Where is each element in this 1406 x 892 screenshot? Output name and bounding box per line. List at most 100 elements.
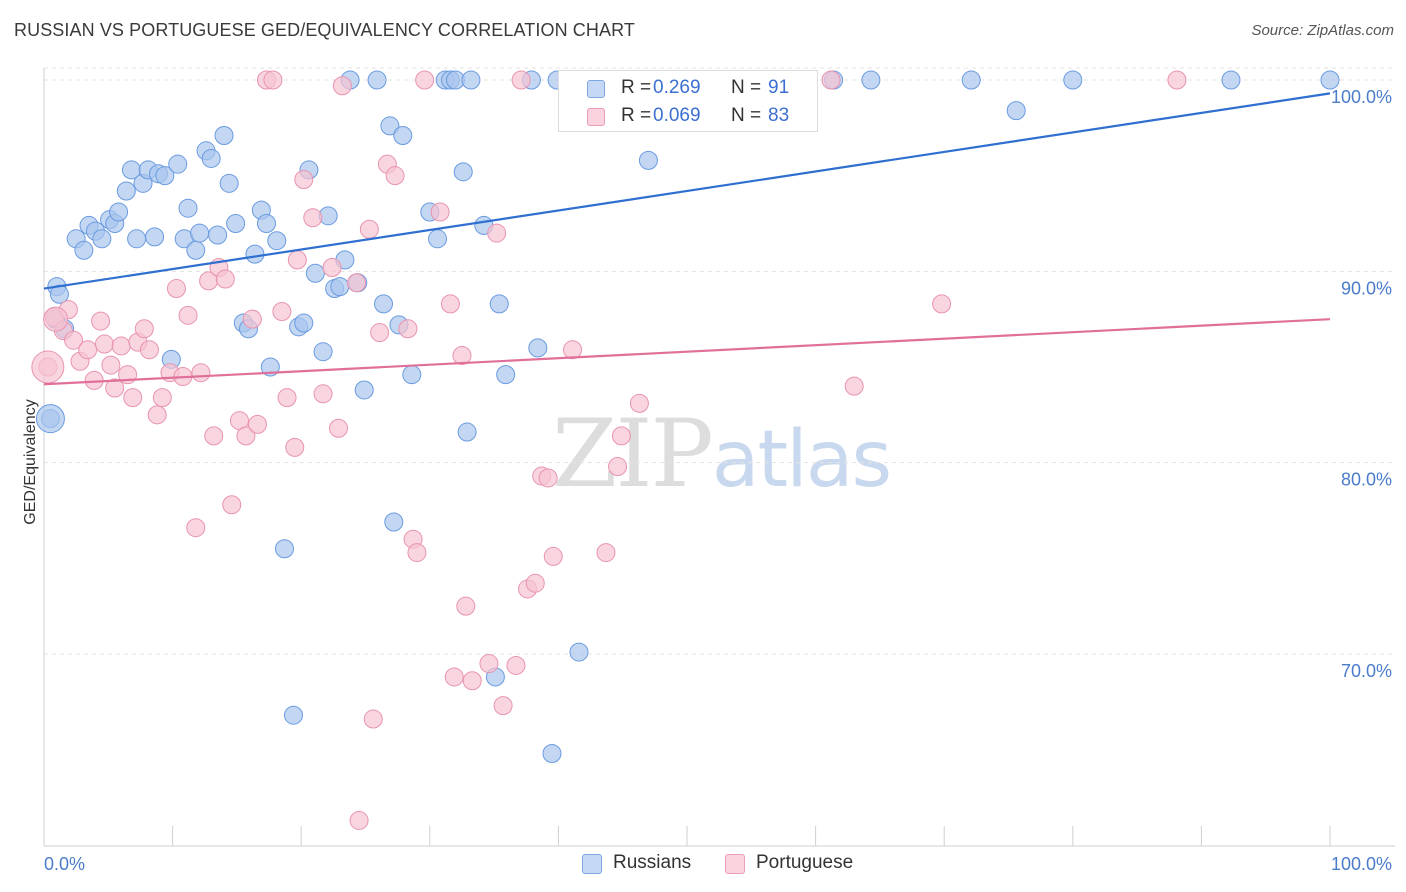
portuguese-point xyxy=(139,340,159,360)
russians-point xyxy=(313,342,333,362)
data-points xyxy=(31,70,1340,830)
correlation-legend: R = 0.269 N = 91 R = 0.069 N = 83 xyxy=(558,70,818,132)
russians-point xyxy=(453,162,473,182)
portuguese-point xyxy=(452,346,472,366)
russians-point xyxy=(92,229,112,249)
russians-point-large xyxy=(35,404,65,434)
portuguese-point xyxy=(313,384,333,404)
russians-point xyxy=(219,173,239,193)
legend-russians: Russians xyxy=(613,852,692,873)
russians-point xyxy=(305,263,325,283)
portuguese-point xyxy=(272,302,292,322)
russians-point xyxy=(461,70,481,90)
russians-point xyxy=(190,223,210,243)
russians-point xyxy=(489,294,509,314)
portuguese-point xyxy=(242,309,262,329)
y-tick-label: 100.0% xyxy=(1331,87,1392,107)
russians-point xyxy=(1221,70,1241,90)
legend-r-value: 0.069 xyxy=(653,105,701,126)
portuguese-point xyxy=(349,810,369,830)
russians-point xyxy=(155,166,175,186)
portuguese-point xyxy=(487,223,507,243)
y-tick-label: 80.0% xyxy=(1341,470,1392,490)
portuguese-point xyxy=(247,414,267,434)
russians-point xyxy=(178,198,198,218)
portuguese-point xyxy=(430,202,450,222)
portuguese-point xyxy=(91,311,111,331)
russians-point xyxy=(208,225,228,245)
portuguese-point xyxy=(479,654,499,674)
axes xyxy=(43,68,1395,847)
legend-r-label: R = xyxy=(621,105,652,126)
portuguese-point xyxy=(277,388,297,408)
portuguese-point xyxy=(359,219,379,239)
russians-point xyxy=(283,705,303,725)
portuguese-point xyxy=(263,70,283,90)
portuguese-point xyxy=(629,393,649,413)
portuguese-point xyxy=(178,305,198,325)
portuguese-point xyxy=(611,426,631,446)
portuguese-point-large xyxy=(43,306,69,332)
portuguese-point xyxy=(303,208,323,228)
portuguese-point xyxy=(123,388,143,408)
russians-point xyxy=(861,70,881,90)
legend-portuguese: Portuguese xyxy=(756,852,854,873)
portuguese-point xyxy=(64,330,84,350)
watermark-atlas: atlas xyxy=(711,415,892,505)
russians-point xyxy=(354,380,374,400)
russians-point xyxy=(528,338,548,358)
russians-point xyxy=(367,70,387,90)
portuguese-point xyxy=(493,696,513,716)
legend-r-value: 0.269 xyxy=(653,77,701,98)
russians-point xyxy=(274,539,294,559)
russians-point xyxy=(116,181,136,201)
chart-title: RUSSIAN VS PORTUGUESE GED/EQUIVALENCY CO… xyxy=(14,20,635,40)
russians-trend-line xyxy=(43,92,1331,290)
portuguese-point xyxy=(111,336,131,356)
portuguese-point xyxy=(462,671,482,691)
y-tick-label: 90.0% xyxy=(1341,278,1392,298)
portuguese-point xyxy=(415,70,435,90)
russians-legend-swatch xyxy=(582,854,602,874)
portuguese-point xyxy=(608,456,628,476)
portuguese-point xyxy=(932,294,952,314)
russians-point xyxy=(267,231,287,251)
portuguese-point xyxy=(440,294,460,314)
portuguese-point xyxy=(222,495,242,515)
portuguese-point xyxy=(538,468,558,488)
portuguese-point xyxy=(563,340,583,360)
portuguese-point xyxy=(101,355,121,375)
russians-point xyxy=(542,743,562,763)
russians-point xyxy=(1006,101,1026,121)
russians-point xyxy=(186,240,206,260)
russians-point xyxy=(245,244,265,264)
russians-swatch xyxy=(587,80,605,98)
portuguese-point xyxy=(322,258,342,278)
x-tick-label-min: 0.0% xyxy=(44,854,85,874)
russians-point xyxy=(256,213,276,233)
russians-point xyxy=(380,116,400,136)
portuguese-point xyxy=(511,70,531,90)
legend-n-label: N = xyxy=(731,105,762,126)
portuguese-point xyxy=(204,426,224,446)
portuguese-swatch xyxy=(587,108,605,126)
chart-source: Source: ZipAtlas.com xyxy=(1251,22,1394,39)
portuguese-point xyxy=(94,334,114,354)
legend-r-label: R = xyxy=(621,77,652,98)
russians-point xyxy=(127,229,147,249)
portuguese-point xyxy=(78,340,98,360)
legend-row-portuguese: R = 0.069 N = 83 xyxy=(559,103,817,131)
russians-point xyxy=(374,294,394,314)
portuguese-point xyxy=(294,169,314,189)
portuguese-point xyxy=(821,70,841,90)
portuguese-point xyxy=(456,596,476,616)
portuguese-point xyxy=(407,543,427,563)
russians-point xyxy=(109,202,129,222)
portuguese-point xyxy=(1167,70,1187,90)
legend-n-value: 91 xyxy=(768,77,790,98)
portuguese-point xyxy=(186,518,206,538)
russians-point xyxy=(384,512,404,532)
portuguese-point xyxy=(543,546,563,566)
portuguese-point xyxy=(444,667,464,687)
legend-row-russians: R = 0.269 N = 91 xyxy=(559,75,817,103)
